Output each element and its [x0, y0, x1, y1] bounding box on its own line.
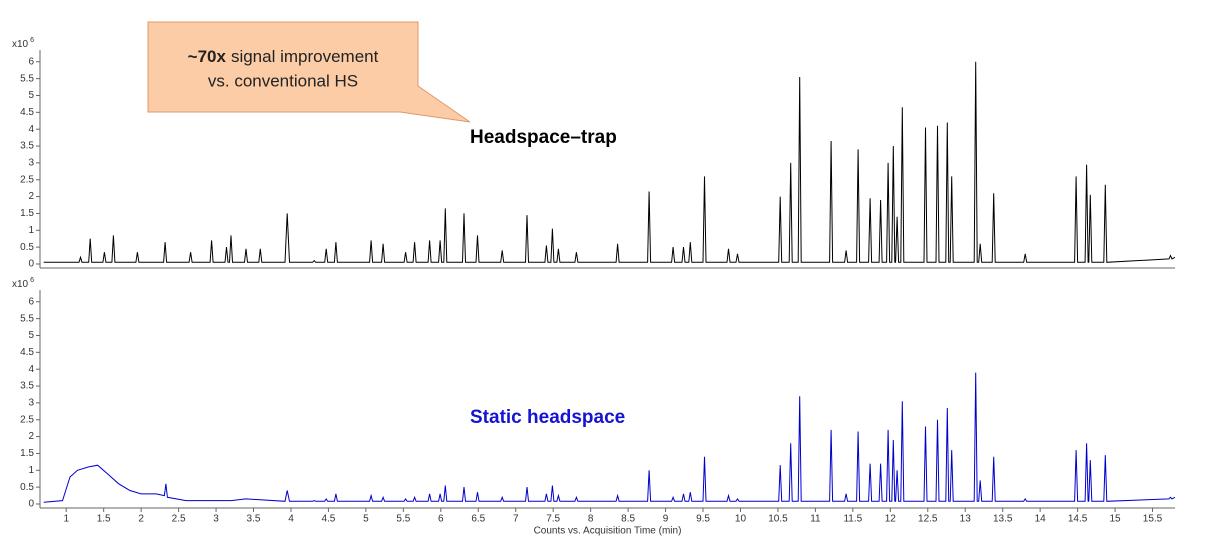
- trace: [43, 61, 1176, 263]
- y-multiplier: x10 6: [12, 277, 34, 290]
- x-tick-label: 7: [513, 514, 519, 525]
- x-tick-label: 12.5: [918, 514, 938, 525]
- trace-label: Headspace–trap: [470, 127, 617, 148]
- callout-box: [147, 21, 471, 123]
- y-tick-label: 1.5: [20, 208, 34, 219]
- multiplier-exp: 6: [30, 37, 34, 44]
- x-tick-label: 10.5: [768, 514, 788, 525]
- y-tick-label: 5: [28, 90, 34, 101]
- x-tick-label: 6.5: [471, 514, 485, 525]
- y-tick-label: 0.5: [20, 482, 34, 493]
- callout-line-1: ~70x signal improvement: [188, 47, 379, 66]
- x-tick-label: 12: [885, 514, 897, 525]
- y-tick-label: 3.5: [20, 141, 34, 152]
- y-tick-label: 1: [28, 465, 34, 476]
- y-tick-label: 3.5: [20, 381, 34, 392]
- y-tick-label: 5.5: [20, 313, 34, 324]
- x-tick-label: 11.5: [843, 514, 862, 525]
- x-tick-label: 13: [960, 514, 972, 525]
- x-tick-label: 5: [363, 514, 369, 525]
- callout-bold: ~70x: [188, 47, 227, 66]
- y-tick-label: 2.5: [20, 174, 34, 185]
- x-tick-label: 3.5: [247, 514, 261, 525]
- trace: [43, 372, 1176, 503]
- y-tick-label: 1.5: [20, 448, 34, 459]
- x-tick-label: 3: [213, 514, 219, 525]
- x-tick-label: 4: [288, 514, 294, 525]
- x-tick-label: 1.5: [97, 514, 111, 525]
- y-tick-label: 5.5: [20, 73, 34, 84]
- y-tick-label: 0: [28, 259, 34, 270]
- x-tick-label: 13.5: [993, 514, 1013, 525]
- y-tick-label: 1: [28, 225, 34, 236]
- y-tick-label: 2: [28, 431, 34, 442]
- y-tick-label: 4: [28, 364, 34, 375]
- x-tick-label: 4.5: [321, 514, 335, 525]
- y-tick-label: 4.5: [20, 347, 34, 358]
- x-tick-label: 2: [138, 514, 144, 525]
- x-tick-label: 9: [663, 514, 669, 525]
- x-tick-label: 5.5: [396, 514, 410, 525]
- x-tick-label: 1: [63, 514, 69, 525]
- x-tick-label: 2.5: [172, 514, 186, 525]
- y-tick-label: 0.5: [20, 242, 34, 253]
- x-tick-label: 8.5: [621, 514, 635, 525]
- y-tick-label: 4.5: [20, 107, 34, 118]
- y-multiplier: x10 6: [12, 37, 34, 50]
- callout-text: signal improvement: [231, 47, 379, 66]
- x-tick-label: 9.5: [696, 514, 710, 525]
- x-tick-label: 14: [1035, 514, 1047, 525]
- y-tick-label: 0: [28, 499, 34, 510]
- y-tick-label: 5: [28, 330, 34, 341]
- x-tick-label: 10: [735, 514, 747, 525]
- x-tick-label: 8: [588, 514, 594, 525]
- x-axis-title: Counts vs. Acquisition Time (min): [534, 526, 682, 537]
- x-tick-label: 7.5: [546, 514, 560, 525]
- trace-label: Static headspace: [470, 407, 625, 428]
- y-tick-label: 3: [28, 158, 34, 169]
- y-tick-label: 4: [28, 124, 34, 135]
- x-tick-label: 15: [1110, 514, 1122, 525]
- x-tick-label: 14.5: [1068, 514, 1088, 525]
- x-tick-label: 6: [438, 514, 444, 525]
- multiplier-exp: 6: [30, 277, 34, 284]
- y-tick-label: 6: [28, 56, 34, 67]
- callout-line-2: vs. conventional HS: [208, 71, 358, 90]
- x-tick-label: 15.5: [1143, 514, 1163, 525]
- multiplier-base: x10: [12, 279, 29, 290]
- y-tick-label: 3: [28, 398, 34, 409]
- multiplier-base: x10: [12, 39, 29, 50]
- y-tick-label: 2: [28, 191, 34, 202]
- y-tick-label: 6: [28, 296, 34, 307]
- y-tick-label: 2.5: [20, 414, 34, 425]
- x-tick-label: 11: [810, 514, 821, 525]
